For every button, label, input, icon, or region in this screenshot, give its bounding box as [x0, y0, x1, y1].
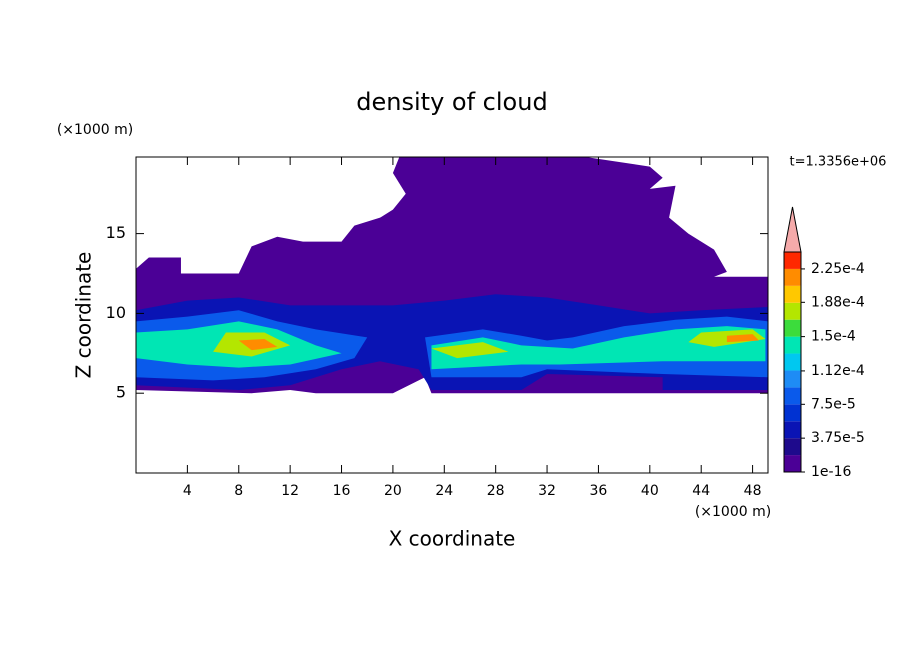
y-tick-label: 15	[106, 223, 126, 242]
x-unit: (×1000 m)	[695, 504, 771, 520]
colorbar-tick-label: 3.75e-5	[811, 430, 865, 446]
x-tick-label: 44	[692, 483, 710, 499]
plot-frame	[135, 156, 769, 474]
colorbar-band	[784, 404, 801, 422]
colorbar-band	[784, 302, 801, 320]
colorbar-band	[784, 438, 801, 456]
colorbar-tick-label: 1.12e-4	[811, 363, 865, 379]
chart-title: density of cloud	[356, 88, 547, 116]
colorbar-tick-label: 1.5e-4	[811, 329, 856, 345]
x-tick-label: 20	[384, 483, 402, 499]
x-axis-label: X coordinate	[389, 527, 516, 551]
colorbar-band	[784, 387, 801, 405]
colorbar-band	[784, 353, 801, 371]
x-tick-label: 4	[183, 483, 192, 499]
x-tick-label: 24	[435, 483, 453, 499]
colorbar-band	[784, 319, 801, 337]
y-tick-label: 10	[106, 303, 126, 322]
contour-region	[238, 338, 278, 351]
y-axis-label: Z coordinate	[72, 252, 96, 379]
colorbar-frame	[783, 251, 802, 473]
y-unit: (×1000 m)	[57, 122, 133, 138]
contour-region	[431, 342, 509, 359]
time-label: t=1.3356e+06	[790, 155, 887, 170]
colorbar-band	[784, 421, 801, 439]
colorbar-tick-label: 1.88e-4	[811, 294, 865, 310]
colorbar-band	[784, 285, 801, 303]
y-tick-label: 5	[116, 383, 126, 402]
colorbar-band	[784, 455, 801, 472]
contour-region	[726, 334, 760, 343]
colorbar-tick-label: 2.25e-4	[811, 261, 865, 277]
x-tick-label: 48	[744, 483, 762, 499]
x-tick-label: 16	[333, 483, 351, 499]
colorbar-band	[784, 252, 801, 269]
x-tick-label: 36	[590, 483, 608, 499]
colorbar-band	[784, 370, 801, 388]
colorbar-tick-label: 1e-16	[811, 464, 851, 480]
colorbar-band	[784, 268, 801, 286]
x-tick-label: 28	[487, 483, 505, 499]
x-tick-label: 12	[281, 483, 299, 499]
colorbar-band	[784, 336, 801, 354]
x-tick-label: 40	[641, 483, 659, 499]
contour-region	[431, 326, 766, 370]
x-tick-label: 8	[234, 483, 243, 499]
colorbar-tick-label: 7.5e-5	[811, 396, 856, 412]
colorbar-over	[783, 206, 802, 253]
x-tick-label: 32	[538, 483, 556, 499]
